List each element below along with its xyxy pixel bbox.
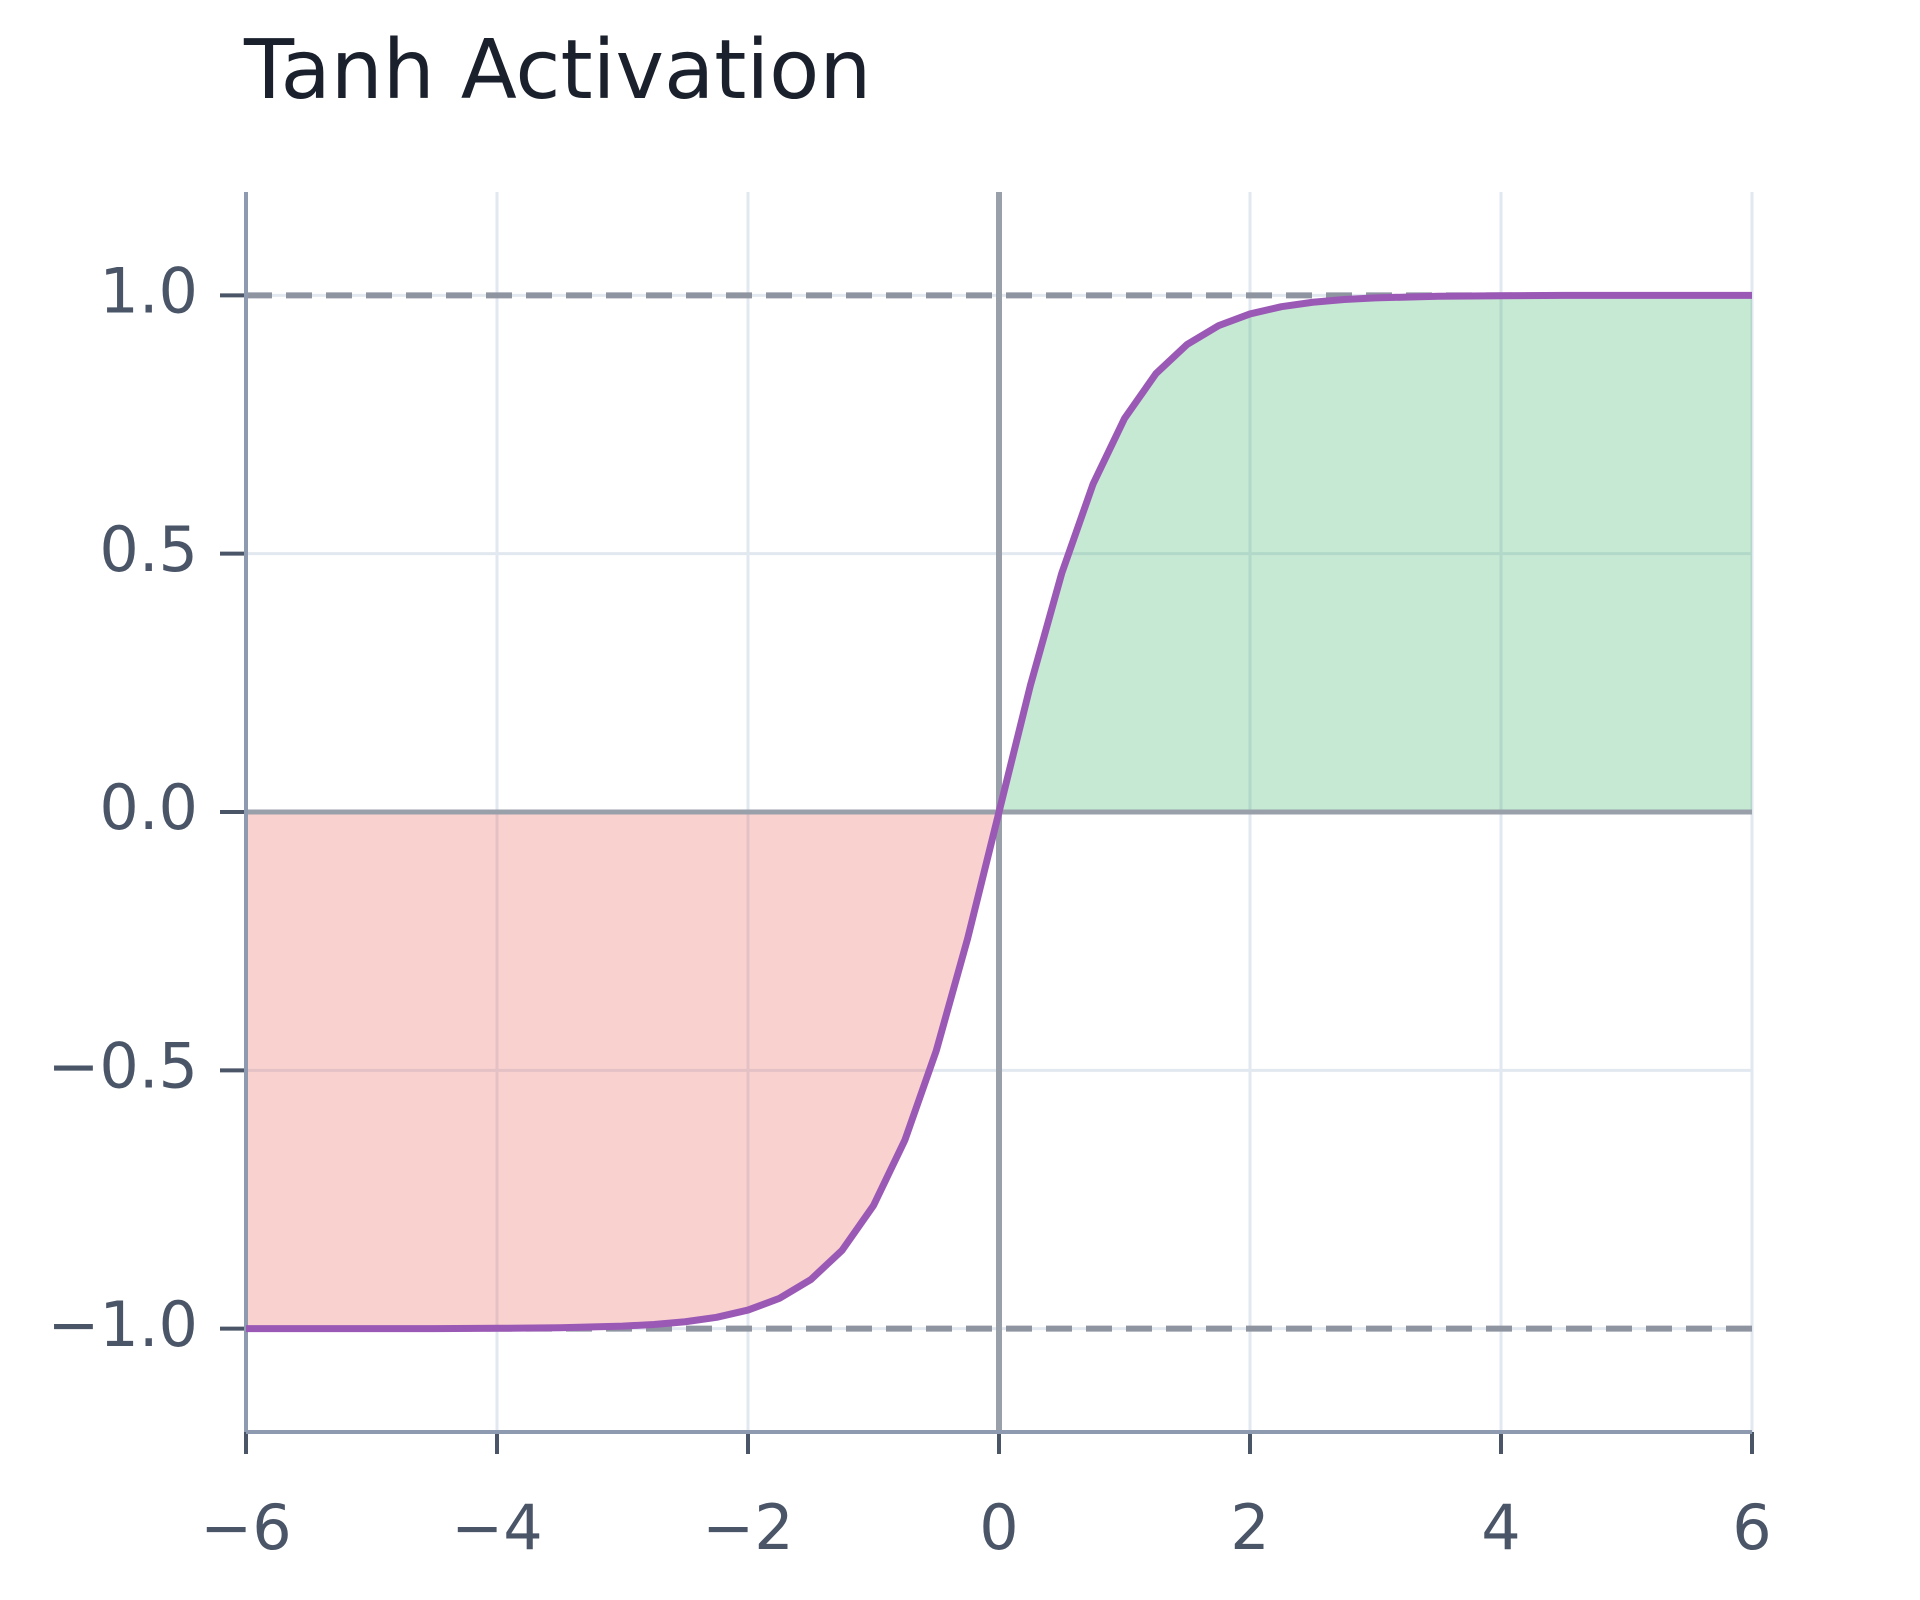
x-tick-label: 4	[1481, 1491, 1520, 1564]
y-tick-label: 0.0	[99, 771, 198, 844]
x-tick-label: 0	[979, 1491, 1018, 1564]
x-tick-label: −6	[200, 1491, 291, 1564]
y-tick-label: −1.0	[47, 1288, 198, 1361]
chart-title: Tanh Activation	[243, 23, 871, 118]
x-tick-label: 2	[1230, 1491, 1269, 1564]
x-tick-label: 6	[1732, 1491, 1771, 1564]
positive-area	[999, 295, 1752, 812]
y-tick-label: −0.5	[47, 1029, 198, 1102]
y-tick-label: 0.5	[99, 513, 198, 586]
negative-area	[246, 812, 999, 1329]
line	[246, 291, 1752, 1333]
x-tick-label: −2	[702, 1491, 793, 1564]
x-tick-label: −4	[451, 1491, 542, 1564]
y-tick-label: 1.0	[99, 254, 198, 327]
